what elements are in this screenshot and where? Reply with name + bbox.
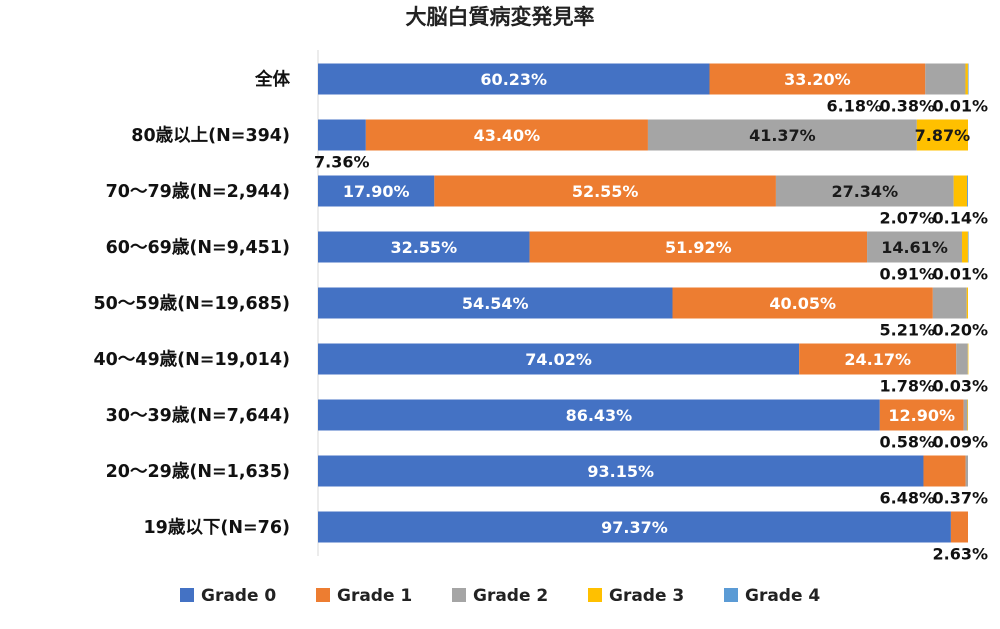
chart-title: 大脳白質病変発見率 <box>406 5 595 29</box>
data-label: 0.01% <box>932 97 988 116</box>
bar-segment <box>967 231 969 263</box>
data-label: 41.37% <box>749 126 816 145</box>
data-label: 54.54% <box>462 294 529 313</box>
bar-segment <box>923 455 966 487</box>
data-label: 43.40% <box>474 126 541 145</box>
data-label: 97.37% <box>601 518 668 537</box>
bar-segment <box>967 63 969 95</box>
bar-segment <box>967 399 969 431</box>
bar-segment <box>318 455 924 487</box>
category-label: 60～69歳(N=9,451) <box>106 237 290 258</box>
data-label: 27.34% <box>831 182 898 201</box>
data-label: 74.02% <box>525 350 592 369</box>
category-label: 80歳以上(N=394) <box>131 125 290 146</box>
data-label: 60.23% <box>480 70 547 89</box>
data-label: 14.61% <box>881 238 948 257</box>
bar-segment <box>318 511 951 543</box>
category-label: 50～59歳(N=19,685) <box>93 293 290 314</box>
data-label: 0.03% <box>932 377 988 396</box>
data-label: 52.55% <box>572 182 639 201</box>
data-label: 0.91% <box>879 265 935 284</box>
legend-label: Grade 1 <box>337 586 412 606</box>
data-label: 0.58% <box>879 433 935 452</box>
data-label: 40.05% <box>769 294 836 313</box>
legend-label: Grade 3 <box>609 586 684 606</box>
legend-swatch <box>588 588 602 602</box>
data-label: 5.21% <box>879 321 935 340</box>
bar-segment <box>967 175 968 207</box>
data-label: 0.38% <box>879 97 935 116</box>
bar-segment <box>709 63 926 95</box>
legend-swatch <box>316 588 330 602</box>
bar-segment <box>950 511 968 543</box>
data-label: 7.36% <box>314 153 370 172</box>
legend-swatch <box>180 588 194 602</box>
data-label: 7.87% <box>915 126 971 145</box>
bar-segment <box>956 343 968 375</box>
bar-segment <box>318 231 530 263</box>
bar-segment <box>318 119 366 151</box>
bar-segment <box>879 399 964 431</box>
data-label: 93.15% <box>587 462 654 481</box>
category-label: 40～49歳(N=19,014) <box>93 349 290 370</box>
bars <box>318 63 969 543</box>
legend-label: Grade 2 <box>473 586 548 606</box>
bar-segment <box>953 175 968 207</box>
data-label: 2.63% <box>932 545 988 564</box>
bar-segment <box>318 63 710 95</box>
bar-segment <box>916 119 968 151</box>
category-label: 70～79歳(N=2,944) <box>106 181 290 202</box>
bar-segment <box>799 343 957 375</box>
bar-segment <box>318 399 880 431</box>
bar-segment <box>318 343 800 375</box>
data-label: 17.90% <box>343 182 410 201</box>
data-label: 1.78% <box>879 377 935 396</box>
data-label: 0.20% <box>932 321 988 340</box>
data-label: 0.01% <box>932 265 988 284</box>
data-label: 0.37% <box>932 489 988 508</box>
data-label: 12.90% <box>888 406 955 425</box>
data-label: 6.18% <box>826 97 882 116</box>
data-labels: 60.23% 33.20%6.18%0.38%0.01%7.36%43.40% 41… <box>314 70 988 564</box>
bar-segment <box>966 287 968 319</box>
bar-segment <box>318 175 435 207</box>
data-label: 51.92% <box>665 238 732 257</box>
category-label: 30～39歳(N=7,644) <box>106 405 290 426</box>
bar-segment <box>434 175 776 207</box>
legend-label: Grade 4 <box>745 586 820 606</box>
category-label: 20～29歳(N=1,635) <box>106 461 290 482</box>
bar-segment <box>965 455 968 487</box>
bar-segment <box>672 287 933 319</box>
bar-segment <box>529 231 868 263</box>
data-label: 24.17% <box>844 350 911 369</box>
bar-segment <box>962 231 968 263</box>
data-label: 86.43% <box>566 406 633 425</box>
category-labels: 全体 80歳以上(N=394) 70～79歳(N=2,944) 60～69歳(N=9,… <box>93 69 290 538</box>
legend-swatch <box>452 588 466 602</box>
data-label: 33.20% <box>784 70 851 89</box>
data-label: 2.07% <box>879 209 935 228</box>
bar-segment <box>925 63 966 95</box>
data-label: 6.48% <box>879 489 935 508</box>
category-label: 19歳以下(N=76) <box>143 517 290 538</box>
data-label: 0.09% <box>932 433 988 452</box>
category-label: 全体 <box>254 69 290 90</box>
bar-segment <box>318 287 673 319</box>
bar-segment <box>932 287 967 319</box>
legend: Grade 0 Grade 1 Grade 2 Grade 3 Grade 4 <box>180 586 820 606</box>
bar-segment <box>365 119 648 151</box>
bar-segment <box>963 399 968 431</box>
bar-segment <box>867 231 963 263</box>
legend-swatch <box>724 588 738 602</box>
data-label: 32.55% <box>390 238 457 257</box>
bar-segment <box>775 175 954 207</box>
data-label: 0.14% <box>932 209 988 228</box>
legend-label: Grade 0 <box>201 586 276 606</box>
bar-segment <box>647 119 917 151</box>
bar-segment <box>965 63 968 95</box>
bar-segment <box>967 343 969 375</box>
